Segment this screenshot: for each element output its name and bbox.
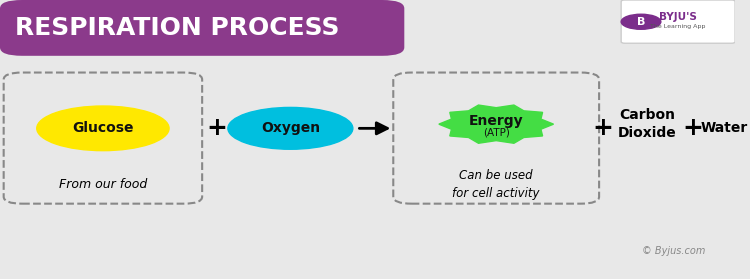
Text: +: +	[206, 116, 227, 140]
Text: B: B	[637, 17, 645, 27]
FancyBboxPatch shape	[0, 0, 404, 56]
Text: RESPIRATION PROCESS: RESPIRATION PROCESS	[15, 16, 339, 40]
Text: BYJU'S: BYJU'S	[658, 12, 697, 22]
Text: (ATP): (ATP)	[483, 128, 510, 138]
Text: © Byjus.com: © Byjus.com	[642, 246, 706, 256]
Text: Can be used
for cell activity: Can be used for cell activity	[452, 169, 540, 200]
Polygon shape	[439, 105, 554, 143]
Text: +: +	[592, 116, 613, 140]
Text: Water: Water	[700, 121, 748, 135]
Text: Oxygen: Oxygen	[261, 121, 320, 135]
FancyBboxPatch shape	[621, 0, 735, 43]
Circle shape	[621, 14, 661, 29]
Text: From our food: From our food	[58, 178, 147, 191]
Text: Carbon
Dioxide: Carbon Dioxide	[617, 108, 676, 140]
Text: +: +	[682, 116, 703, 140]
Text: The Learning App: The Learning App	[650, 24, 706, 29]
Text: Energy: Energy	[469, 114, 524, 128]
Ellipse shape	[37, 106, 169, 151]
Text: Glucose: Glucose	[72, 121, 134, 135]
Ellipse shape	[228, 107, 352, 149]
